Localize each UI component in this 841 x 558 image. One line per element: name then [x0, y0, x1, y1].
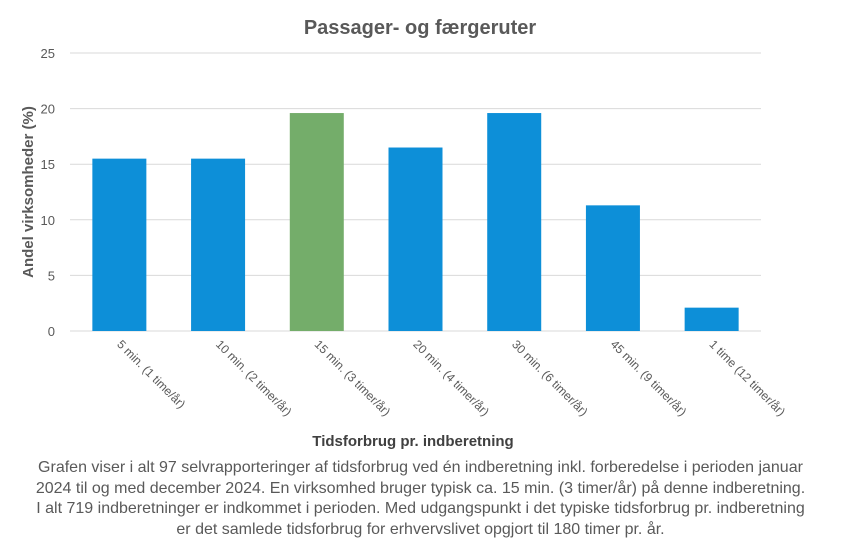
bar-chart: Passager- og færgeruter 0 5 10 15 20 25 5 min…	[20, 17, 788, 450]
caption-line: I alt 719 indberetninger er indkommet i …	[36, 500, 805, 517]
x-tick-label: 45 min. (9 timer/år)	[608, 337, 690, 419]
bar	[684, 307, 739, 331]
caption-line: er det samlede tidsforbrug for erhvervsl…	[176, 520, 665, 538]
x-tick-label: 20 min. (4 timer/år)	[410, 337, 492, 419]
x-axis-label: Tidsforbrug pr. indberetning	[312, 433, 513, 450]
x-tick-label: 5 min. (1 time/år)	[114, 337, 188, 411]
y-tick-label: 5	[48, 268, 55, 283]
caption-line: Grafen viser i alt 97 selvrapporteringer…	[38, 459, 803, 476]
y-tick-label: 20	[41, 102, 55, 117]
y-tick-label: 10	[41, 213, 55, 228]
caption-line: 2024 til og med december 2024. En virkso…	[35, 479, 806, 497]
bar	[585, 205, 640, 331]
bar	[191, 158, 246, 331]
x-tick-label: 30 min. (6 timer/år)	[509, 337, 591, 419]
bars	[92, 113, 739, 331]
y-axis-label: Andel virksomheder (%)	[20, 106, 37, 278]
y-axis-ticks: 0 5 10 15 20 25	[41, 46, 55, 339]
bar	[487, 113, 542, 331]
x-tick-label: 10 min. (2 timer/år)	[213, 337, 295, 419]
y-tick-label: 15	[41, 157, 55, 172]
chart-title: Passager- og færgeruter	[304, 17, 537, 39]
x-tick-label: 1 time (12 timer/år)	[707, 337, 789, 419]
y-tick-label: 25	[41, 46, 55, 61]
x-axis-ticks: 5 min. (1 time/år) 10 min. (2 timer/år) 15…	[114, 337, 788, 419]
bar	[388, 147, 443, 331]
y-tick-label: 0	[48, 324, 55, 339]
bar	[289, 113, 344, 331]
chart-caption: Grafen viser i alt 97 selvrapporteringer…	[20, 458, 821, 540]
bar	[92, 158, 147, 331]
x-tick-label: 15 min. (3 timer/år)	[312, 337, 394, 419]
